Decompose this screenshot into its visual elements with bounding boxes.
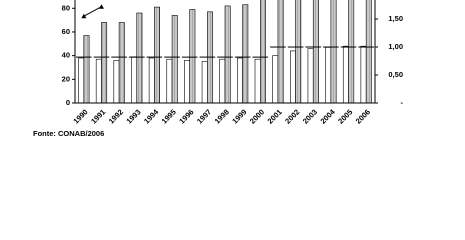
source-note: Fonte: CONAB/2006 <box>33 129 104 138</box>
bar <box>171 15 178 103</box>
bar <box>224 5 231 103</box>
bar <box>365 0 372 103</box>
x-tick-label: 2002 <box>283 107 301 125</box>
y-tick-label: 40 <box>62 51 70 60</box>
x-tick-label: 2003 <box>301 107 319 125</box>
bar <box>189 9 196 103</box>
x-tick-label: 1998 <box>213 107 231 125</box>
bar <box>289 50 296 103</box>
bar <box>113 60 120 103</box>
bar <box>148 57 155 103</box>
y2-tick-label: - <box>401 98 404 107</box>
bar <box>348 0 355 103</box>
bar <box>101 22 108 103</box>
plot-area <box>76 0 374 103</box>
x-tick-label: 2004 <box>319 107 338 126</box>
bar <box>307 48 314 103</box>
y-tick-label: 60 <box>62 27 70 36</box>
bar <box>95 58 102 103</box>
x-tick-label: 1991 <box>89 107 107 125</box>
bar <box>136 12 143 103</box>
bar <box>360 45 367 103</box>
bar <box>154 6 161 103</box>
x-tick-label: 1990 <box>71 107 89 125</box>
bar <box>272 55 279 103</box>
bar <box>131 56 138 103</box>
y-tick-label: 20 <box>62 74 70 83</box>
chart: Fonte: CONAB/2006 0 20 40 60 80 - 0,50 1,00 1,50… <box>33 0 404 138</box>
bar <box>83 35 90 103</box>
x-tick-label: 2006 <box>354 107 372 125</box>
bar <box>325 47 332 103</box>
bar <box>242 4 249 103</box>
bar <box>295 0 302 103</box>
x-tick-label: 1999 <box>230 107 248 125</box>
line <box>83 6 102 17</box>
x-tick-label: 1992 <box>107 107 125 125</box>
y2-tick-label: 1,50 <box>388 14 403 23</box>
y-tick-label: 80 <box>62 3 70 12</box>
y2-tick-label: 1,00 <box>388 42 403 51</box>
bar <box>277 0 284 103</box>
bar <box>254 58 261 103</box>
x-tick-label: 1997 <box>195 107 213 125</box>
bar <box>259 0 266 103</box>
bar <box>201 61 208 103</box>
x-tick-label: 1994 <box>142 107 161 126</box>
bar <box>118 22 125 103</box>
x-tick-label: 2001 <box>266 107 284 125</box>
bar <box>342 45 349 103</box>
bar <box>237 57 243 103</box>
bar <box>184 60 191 103</box>
x-tick-label: 1995 <box>160 107 178 125</box>
x-tick-label: 2000 <box>248 107 266 125</box>
y-tick-label: 0 <box>66 98 70 107</box>
bar <box>330 0 337 103</box>
x-tick-label: 2005 <box>336 107 354 125</box>
bar <box>312 0 319 103</box>
bar <box>78 57 85 103</box>
x-tick-label: 1996 <box>177 107 195 125</box>
bar <box>219 58 226 103</box>
x-tick-label: 1993 <box>124 107 142 125</box>
y2-tick-label: 0,50 <box>388 70 403 79</box>
bar <box>166 58 173 103</box>
